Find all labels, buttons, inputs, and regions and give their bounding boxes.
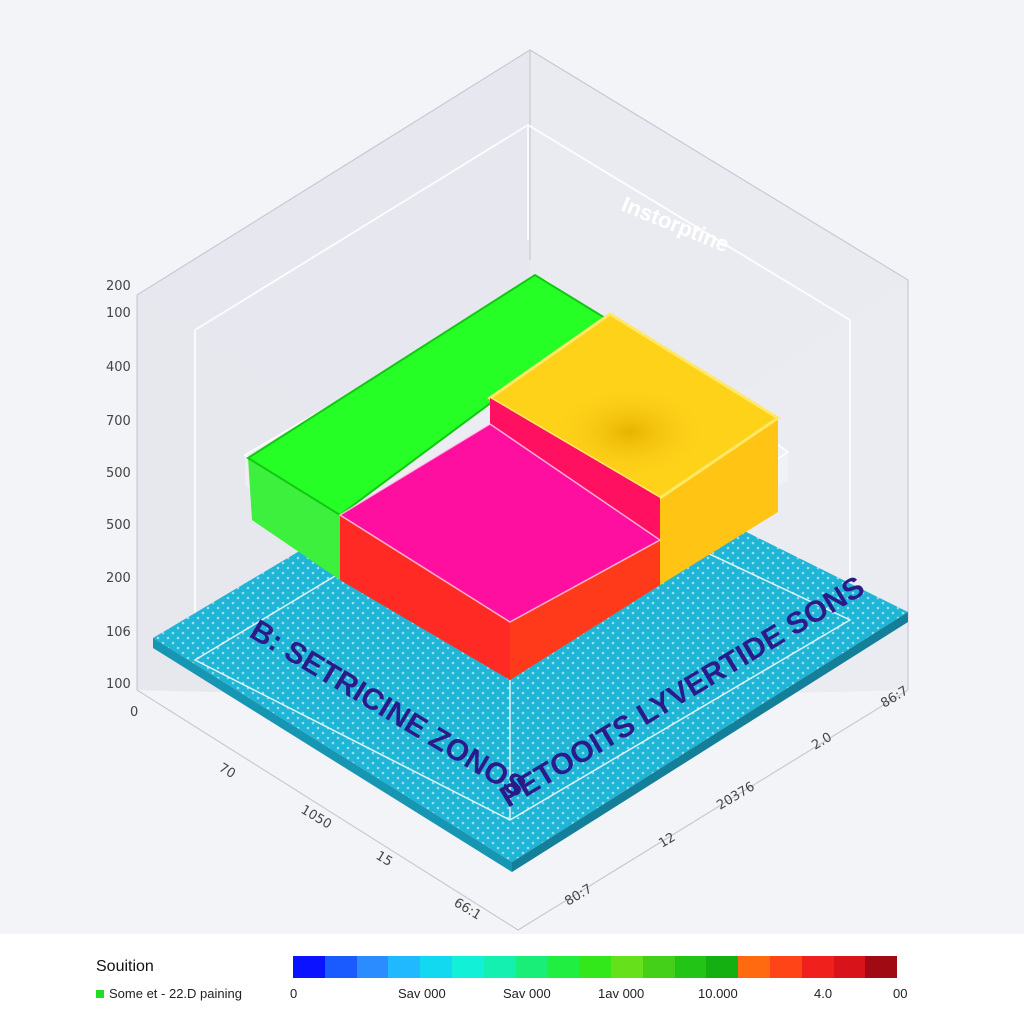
right-floor-tick: 12 [656,830,678,851]
vertical-tick: 100 [106,677,131,692]
outer-box-edges [136,49,909,931]
colorbar-segment [356,956,389,978]
vertical-tick: 106 [106,625,131,640]
left-floor-tick: 1050 [298,803,334,833]
right-floor-tick: 20376 [714,779,757,813]
vertical-tick: 0 [130,705,138,720]
colorbar-segment [769,956,802,978]
left-floor-tick: 70 [216,761,238,782]
vertical-tick: 200 [106,571,131,586]
colorbar-label: 0 [290,986,298,1001]
left-floor-tick: 66:1 [451,896,484,924]
colorbar-label: 00 [893,986,908,1001]
magenta-block [338,398,662,680]
left-floor-tick: 15 [373,849,395,870]
colorbar-segment [324,956,357,978]
legend-item: Some et - 22.D paining [96,986,242,1001]
right-floor-tick: 2.0 [809,730,834,754]
colorbar-segment [483,956,516,978]
colorbar-segment [420,956,452,978]
colorbar-segment [674,956,707,978]
colorbar [293,956,898,978]
legend-bar: Souition Some et - 22.D paining 0 Sav 00… [0,934,1024,1024]
colorbar-segment [293,956,325,978]
vertical-tick: 100 [106,306,131,321]
inner-frame-edges [194,123,851,660]
vertical-tick: 500 [106,466,131,481]
colorbar-segment [610,956,643,978]
vertical-tick: 500 [106,518,131,533]
colorbar-segment [801,956,834,978]
vertical-axis-ticks: 200 100 400 700 500 500 200 106 100 0 [106,279,138,720]
colorbar-label: 4.0 [814,986,833,1001]
colorbar-segment [451,956,484,978]
colorbar-segment [642,956,675,978]
legend-item-label: Some et - 22.D paining [109,986,242,1001]
colorbar-label: Sav 000 [503,986,551,1001]
colorbar-segment [547,956,580,978]
isometric-diagram: Instorptine B: SETRICINE ZONOS PETOOITS … [106,49,911,931]
colorbar-segment [579,956,611,978]
colorbar-label: Sav 000 [398,986,446,1001]
colorbar-segment [515,956,548,978]
legend-title: Souition [96,958,154,975]
colorbar-segment [738,956,770,978]
colorbar-segment [388,956,421,978]
colorbar-segment [706,956,739,978]
vertical-tick: 200 [106,279,131,294]
colorbar-segment [833,956,866,978]
vertical-tick: 700 [106,414,131,429]
colorbar-label: 1av 000 [598,986,645,1001]
legend-swatch [96,989,104,998]
colorbar-label: 10.000 [698,986,738,1001]
yellow-block [487,312,781,585]
colorbar-segment [865,956,898,978]
vertical-tick: 400 [106,360,131,375]
